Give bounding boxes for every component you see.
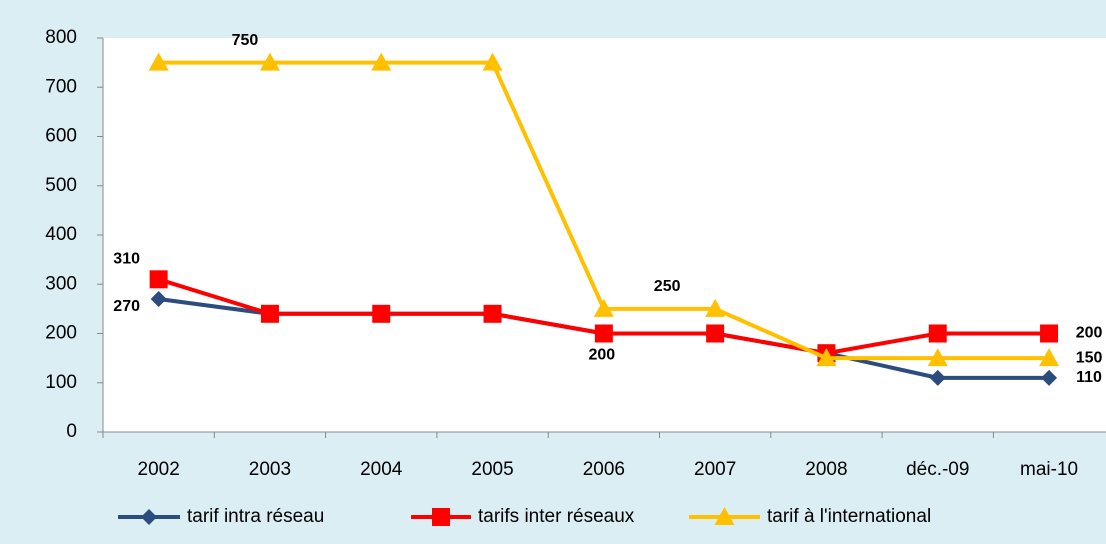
x-tick-label: 2005 [471,459,513,480]
legend-marker [432,508,450,526]
marker [706,324,725,343]
y-tick-label: 0 [66,421,77,442]
x-tick-label: déc.-09 [906,459,969,480]
legend-marker [714,507,735,525]
marker [816,348,837,367]
legend-label: tarif intra réseau [187,506,324,527]
data-label: 110 [1076,369,1102,386]
legend-label: tarif à l'international [767,506,931,527]
marker [260,304,279,323]
marker [371,52,392,71]
marker [483,304,502,323]
marker [149,270,168,289]
marker [150,291,167,308]
marker [927,348,948,367]
marker [929,369,946,386]
legend-label: tarifs inter réseaux [478,506,635,527]
data-label: 750 [232,32,259,49]
x-tick-label: 2002 [138,459,180,480]
data-label: 310 [113,251,140,268]
marker [1040,324,1059,343]
marker [593,298,614,317]
marker [372,304,391,323]
y-tick-label: 800 [45,27,77,48]
x-tick-label: 2008 [805,459,847,480]
y-tick-label: 200 [45,323,77,344]
plot-area [103,38,1106,432]
data-label: 200 [1076,325,1103,342]
y-tick-label: 300 [45,273,77,294]
x-tick-label: 2003 [249,459,291,480]
marker [1039,348,1060,367]
y-tick-label: 400 [45,224,77,245]
x-tick-label: mai-10 [1020,459,1078,480]
marker [259,52,280,71]
y-tick-label: 700 [45,76,77,97]
marker [928,324,947,343]
data-label: 270 [113,298,140,315]
x-tick-label: 2004 [360,459,403,480]
x-tick-label: 2007 [694,459,736,480]
data-label: 250 [654,278,681,295]
data-label: 150 [1076,349,1103,366]
y-tick-label: 100 [45,372,77,393]
marker [482,52,503,71]
y-tick-label: 500 [45,175,77,196]
marker [148,52,169,71]
data-label: 200 [588,347,615,364]
legend-marker [141,509,157,525]
y-tick-label: 600 [45,126,77,147]
marker [1041,369,1058,386]
marker [705,298,726,317]
marker [594,324,613,343]
x-tick-label: 2006 [583,459,625,480]
